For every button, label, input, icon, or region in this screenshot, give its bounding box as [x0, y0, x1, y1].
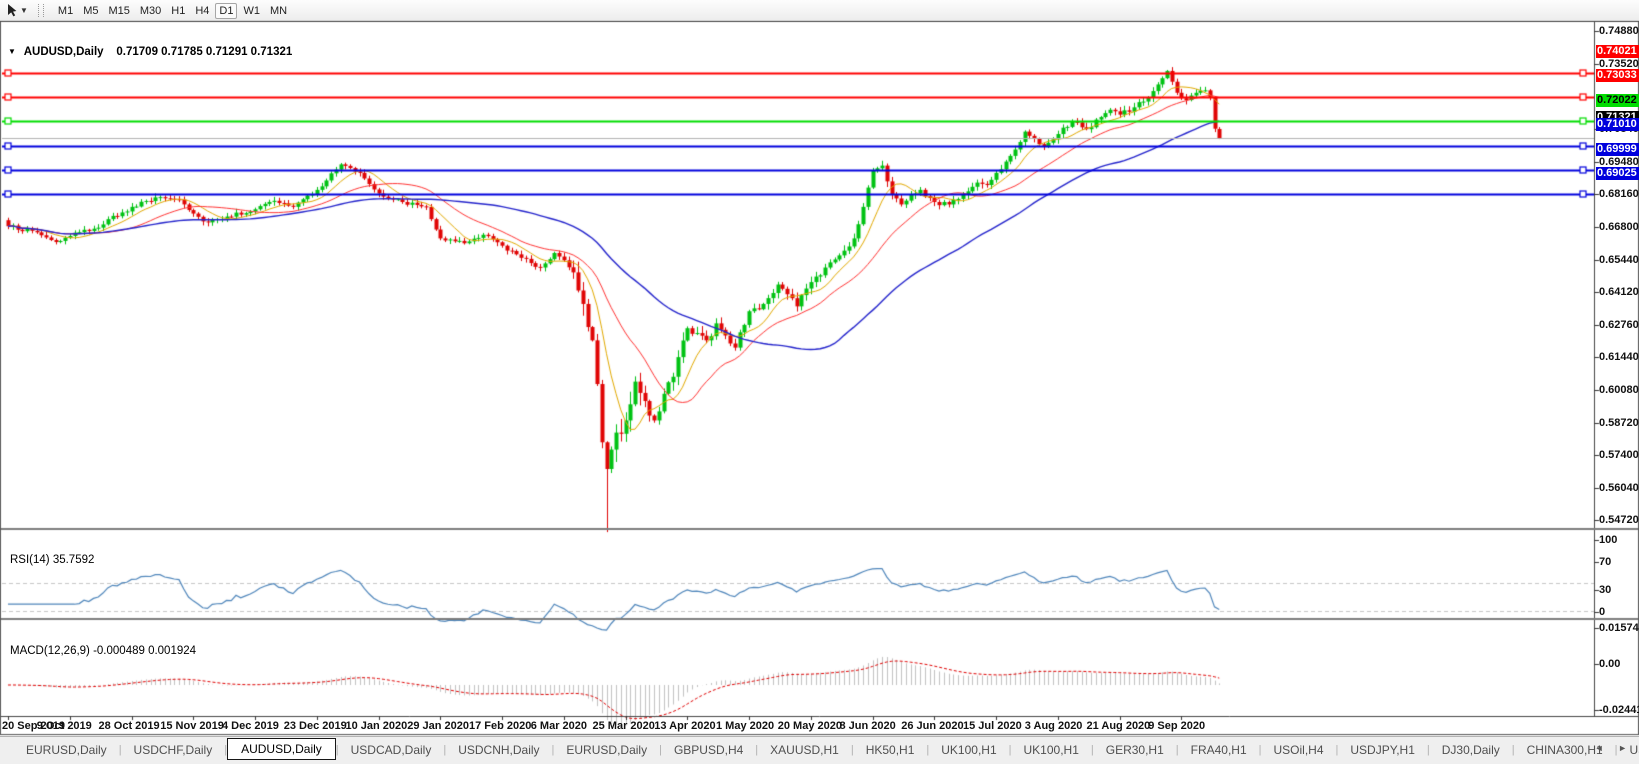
price-axis-tick: 0.74880 — [1599, 25, 1639, 37]
date-axis-label: 20 Sep 2019 — [2, 720, 65, 732]
toolbar-grip — [37, 3, 44, 17]
rsi-indicator-label: RSI(14) 35.7592 — [10, 554, 95, 566]
level-price-label: 0.69999 — [1596, 142, 1639, 156]
date-axis-label: 4 Dec 2019 — [222, 720, 279, 732]
level-price-label: 0.71010 — [1596, 118, 1639, 132]
timeframe-button-mn[interactable]: MN — [269, 5, 288, 17]
chart-canvas[interactable] — [0, 21, 1639, 764]
date-axis-label: 10 Jan 2020 — [345, 720, 408, 732]
date-axis-label: 8 Jun 2020 — [839, 720, 896, 732]
price-axis-tick: 0.62760 — [1599, 319, 1639, 332]
macd-scale-label: -0.024412 — [1599, 704, 1639, 716]
timeframe-button-m1[interactable]: M1 — [57, 5, 74, 17]
chart-symbol-label: AUDUSD,Daily — [23, 46, 104, 58]
date-axis-label: 25 Mar 2020 — [592, 720, 655, 732]
level-price-label: 0.74021 — [1596, 45, 1639, 59]
date-axis-label: 15 Nov 2019 — [160, 720, 224, 732]
macd-indicator-label: MACD(12,26,9) -0.000489 0.001924 — [10, 645, 197, 657]
timeframe-toolbar: ▼ M1 M5 M15 M30 H1 H4 D1 W1 MN — [0, 0, 1639, 21]
price-axis-tick: 0.61440 — [1599, 351, 1639, 364]
price-axis-tick: 0.60080 — [1599, 384, 1639, 397]
chart-overlay: 0.748800.735200.708400.694800.681600.668… — [0, 21, 1639, 735]
date-axis-label: 29 Jan 2020 — [407, 720, 470, 732]
rsi-scale-label: 0 — [1599, 606, 1606, 618]
collapse-triangle-icon: ▼ — [8, 47, 16, 56]
date-axis-label: 13 Apr 2020 — [654, 720, 716, 732]
rsi-scale-label: 30 — [1599, 584, 1612, 597]
date-axis-label: 23 Dec 2019 — [283, 720, 347, 732]
level-price-label: 0.72022 — [1596, 93, 1639, 107]
price-axis-tick: 0.64120 — [1599, 286, 1639, 299]
price-axis-tick: 0.68160 — [1599, 188, 1639, 201]
price-axis-tick: 0.65440 — [1599, 254, 1639, 267]
chart-ohlc-values: 0.71709 0.71785 0.71291 0.71321 — [116, 46, 293, 58]
chart-window: 0.748800.735200.708400.694800.681600.668… — [0, 21, 1639, 764]
date-axis-label: 26 Jun 2020 — [901, 720, 964, 732]
date-axis-label: 3 Aug 2020 — [1024, 720, 1083, 732]
timeframe-button-h4[interactable]: H4 — [195, 5, 210, 17]
timeframe-button-m15[interactable]: M15 — [108, 5, 130, 17]
price-axis-tick: 0.66800 — [1599, 221, 1639, 234]
date-axis-label: 17 Feb 2020 — [469, 720, 532, 732]
timeframe-button-m5[interactable]: M5 — [83, 5, 99, 17]
date-axis-label: 28 Oct 2019 — [98, 720, 160, 732]
rsi-scale-label: 70 — [1599, 555, 1612, 568]
price-axis-tick: 0.73520 — [1599, 58, 1639, 70]
macd-scale-label: 0.00 — [1599, 658, 1621, 670]
timeframe-button-w1[interactable]: W1 — [243, 5, 260, 17]
timeframe-button-m30[interactable]: M30 — [139, 5, 162, 17]
level-price-label: 0.69025 — [1596, 166, 1639, 180]
date-axis-label: 9 Oct 2019 — [36, 720, 92, 732]
date-axis-label: 20 May 2020 — [777, 720, 842, 732]
macd-scale-label: 0.015741 — [1599, 622, 1639, 634]
chevron-down-icon: ▼ — [20, 5, 28, 15]
level-price-label: 0.73033 — [1596, 69, 1639, 83]
timeframe-button-d1[interactable]: D1 — [215, 3, 238, 19]
chart-title: ▼ AUDUSD,Daily 0.71709 0.71785 0.71291 0… — [8, 46, 292, 58]
date-axis-label: 1 May 2020 — [716, 720, 775, 732]
price-axis-tick: 0.57400 — [1599, 449, 1639, 462]
price-axis-tick: 0.69480 — [1599, 156, 1639, 169]
date-axis-label: 21 Aug 2020 — [1086, 720, 1151, 732]
timeframe-buttons: M1 M5 M15 M30 H1 H4 D1 W1 MN — [53, 1, 292, 19]
date-axis-label: 6 Mar 2020 — [530, 720, 588, 732]
date-axis-label: 15 Jul 2020 — [963, 720, 1022, 732]
date-axis-label: 9 Sep 2020 — [1148, 720, 1206, 732]
rsi-scale-label: 100 — [1599, 534, 1618, 546]
cursor-pointer-icon — [8, 4, 17, 17]
price-axis-tick: 0.58720 — [1599, 417, 1639, 430]
timeframe-button-h1[interactable]: H1 — [171, 5, 186, 17]
price-axis-tick: 0.56040 — [1599, 482, 1639, 495]
cursor-tool-button[interactable]: ▼ — [6, 3, 28, 17]
price-axis-tick: 0.54720 — [1599, 514, 1639, 527]
